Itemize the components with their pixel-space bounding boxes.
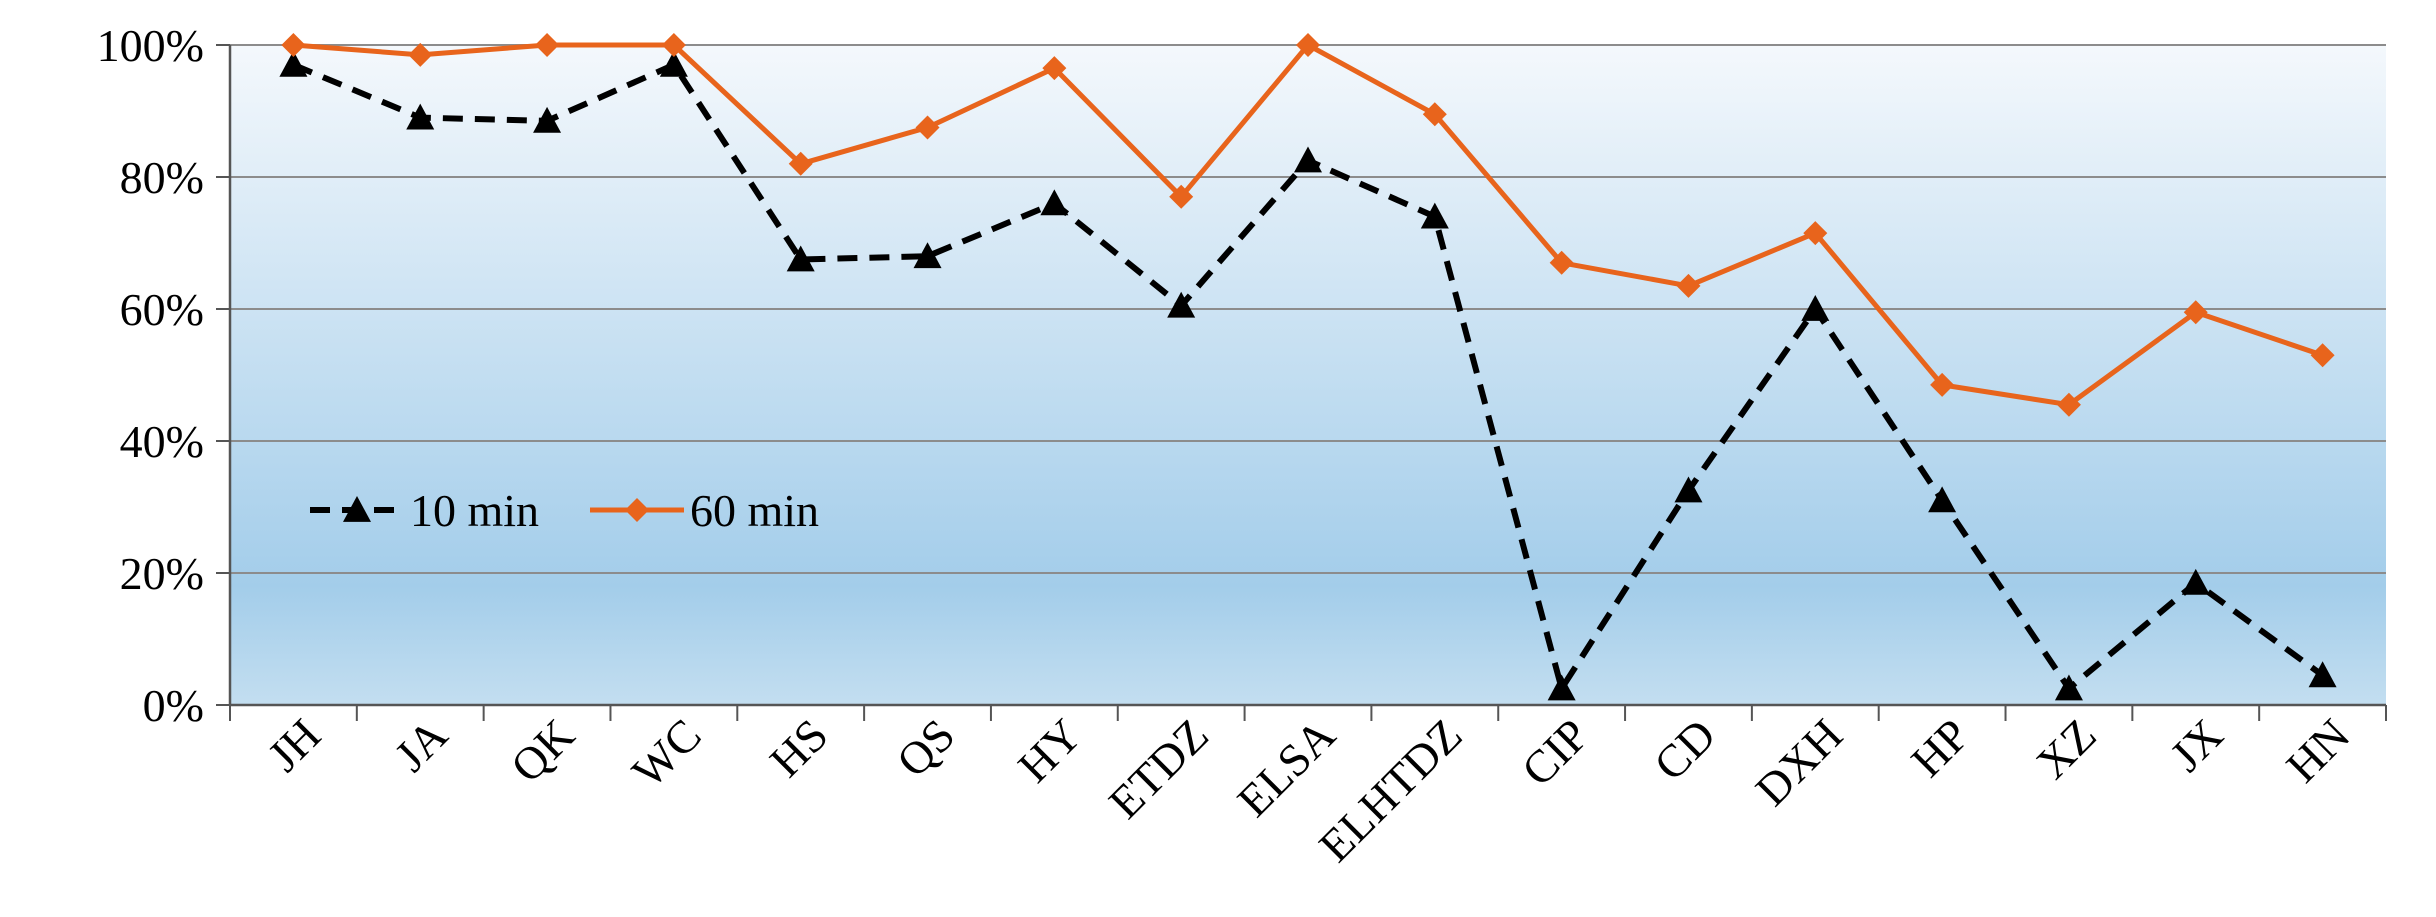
data-point-triangle	[913, 242, 942, 269]
y-tick-label: 80%	[120, 152, 204, 203]
data-point-triangle	[659, 50, 688, 77]
data-point-triangle	[1547, 674, 1576, 701]
data-point-diamond	[1169, 184, 1194, 209]
y-axis-tick-labels: 0% 20% 40% 60% 80% 100%	[97, 20, 230, 731]
data-point-diamond	[1422, 102, 1447, 127]
data-point-triangle	[1420, 202, 1449, 229]
x-tick-label: QK	[501, 709, 584, 792]
data-point-diamond	[1549, 250, 1574, 275]
x-tick-label: XZ	[2026, 709, 2105, 788]
legend-item: 10 min	[310, 485, 539, 536]
data-point-diamond	[2183, 300, 2208, 325]
data-point-triangle	[406, 103, 435, 130]
x-tick-label: CD	[1644, 709, 1725, 790]
data-point-diamond	[915, 115, 940, 140]
data-point-diamond	[535, 33, 560, 57]
y-tick-label: 100%	[97, 20, 204, 71]
data-point-triangle	[1928, 486, 1957, 513]
x-tick-label: HP	[1901, 709, 1979, 787]
y-tick-label: 60%	[120, 284, 204, 335]
series	[279, 33, 2337, 701]
data-point-diamond	[1676, 273, 1701, 298]
x-tick-label: QS	[887, 709, 965, 787]
x-tick-label: HS	[760, 709, 838, 787]
x-tick-label: HN	[2276, 709, 2359, 792]
data-point-diamond	[2056, 392, 2081, 417]
x-tick-label: ELSA	[1227, 709, 1344, 826]
x-tick-label: ETDZ	[1099, 709, 1218, 828]
x-tick-label: DXH	[1746, 709, 1853, 816]
y-tick-label: 0%	[143, 680, 204, 731]
data-point-triangle	[1167, 291, 1196, 318]
data-point-diamond	[2310, 343, 2335, 368]
x-tick-label: CIP	[1512, 709, 1599, 796]
legend-marker	[343, 496, 371, 522]
data-point-triangle	[279, 50, 308, 77]
legend-label: 10 min	[410, 485, 539, 536]
plot-area	[230, 45, 2386, 705]
data-point-triangle	[786, 245, 815, 272]
data-point-triangle	[1040, 189, 1069, 216]
data-point-triangle	[1801, 295, 1830, 321]
data-point-diamond	[1930, 372, 1955, 397]
data-point-triangle	[2308, 661, 2337, 688]
y-tick-label: 20%	[120, 548, 204, 599]
legend-marker	[625, 498, 649, 522]
x-tick-label: JA	[385, 709, 457, 781]
series-60-min	[281, 33, 2335, 417]
axes	[228, 45, 2387, 721]
data-point-diamond	[1803, 221, 1828, 246]
x-tick-label: HY	[1008, 709, 1091, 792]
data-point-triangle	[1674, 476, 1703, 503]
data-point-diamond	[661, 33, 686, 57]
data-point-diamond	[1296, 33, 1320, 57]
data-point-triangle	[2181, 568, 2210, 595]
x-tick-label: ELHTDZ	[1309, 709, 1472, 872]
legend: 10 min 60 min	[310, 485, 819, 536]
series-10-min	[279, 50, 2337, 701]
x-tick-label: JX	[2160, 709, 2232, 781]
y-tick-label: 40%	[120, 416, 204, 467]
legend-item: 60 min	[590, 485, 819, 536]
data-point-triangle	[2054, 674, 2083, 701]
x-tick-label: WC	[622, 709, 710, 797]
data-point-diamond	[281, 33, 306, 57]
legend-label: 60 min	[690, 485, 819, 536]
x-tick-label: JH	[258, 709, 330, 781]
data-point-triangle	[1294, 146, 1322, 173]
data-point-diamond	[788, 151, 813, 176]
data-point-triangle	[533, 106, 562, 133]
data-point-diamond	[408, 42, 433, 67]
data-point-diamond	[1042, 56, 1067, 81]
